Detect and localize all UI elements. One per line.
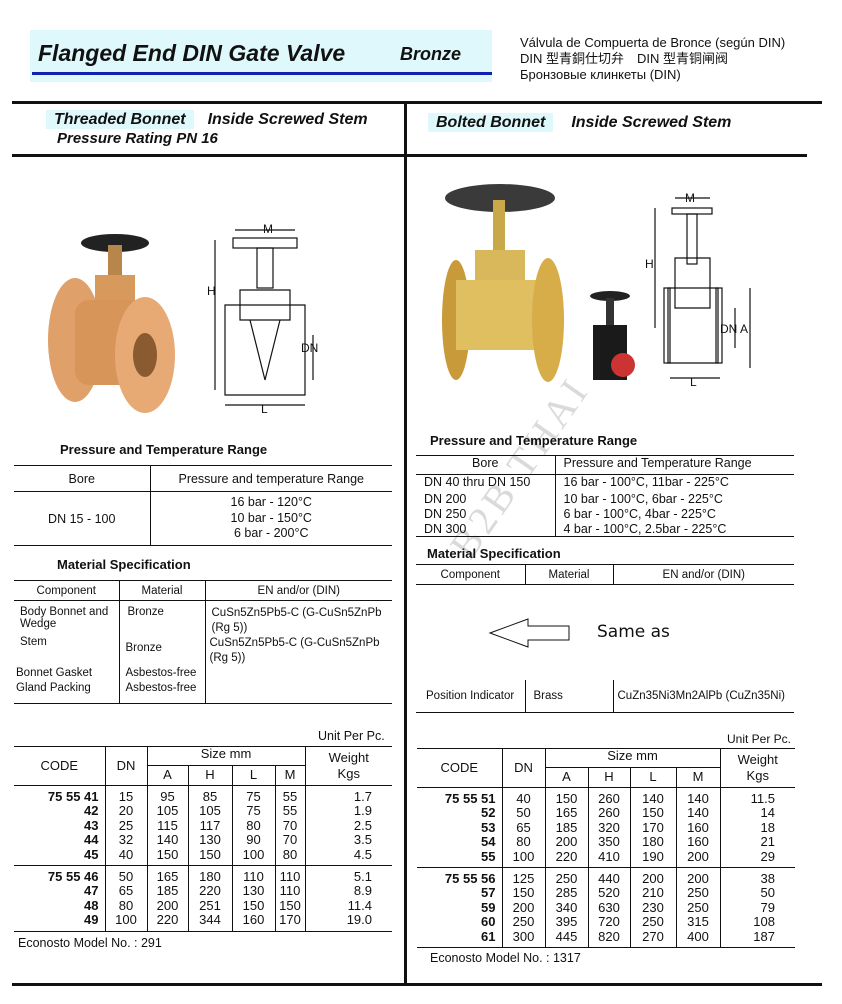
table-row: 44 32 140 130 90 70 3.5 [14,832,392,848]
divider-top [12,101,822,104]
table-row: 75 55 56 125 250 440 200 200 38 [417,867,795,886]
dim-h: H [207,284,216,298]
header-a: A [545,767,589,788]
bonnet-type: Threaded Bonnet [46,110,194,129]
divider-bottom [12,983,822,986]
dim-dn: DN [720,322,737,336]
pressure-row: DN 250 6 bar - 100°C, 4bar - 225°C [416,506,794,522]
title-chinese: DIN 型青銅仕切弁 DIN 型青铜闸阀 [520,51,729,66]
header-a: A [147,765,189,786]
material-label: Bronze [400,44,462,64]
right-mat-title: Material Specification [427,546,561,561]
header-m: M [275,765,306,786]
dim-m: M [685,191,695,205]
right-size-table: CODE DN Size mm Weight Kgs A H L M 75 55 51 40… [417,748,795,948]
divider-vertical [404,101,407,985]
dim-dn: DN [301,341,318,355]
header-code: CODE [14,746,106,786]
table-row: 55 100 220 410 190 200 29 [417,849,795,868]
header-l: L [630,767,677,788]
title-underline [32,72,492,75]
left-material-table: Component Material EN and/or (DIN) Body Bo… [14,580,392,704]
left-model: Econosto Model No. : 291 [18,936,162,950]
right-model: Econosto Model No. : 1317 [430,951,581,965]
bonnet-type: Bolted Bonnet [428,113,554,132]
header-m: M [676,767,721,788]
table-row: 47 65 185 220 130 110 8.9 [14,883,392,899]
table-row: 75 55 51 40 150 260 140 140 11.5 [417,787,795,806]
table-row: 49 100 220 344 160 170 19.0 [14,912,392,931]
small-valve-photo [590,291,635,380]
bolted-bonnet-dimension-drawing: M H DN A L [645,191,751,388]
header-dn: DN [105,746,148,786]
table-row: 45 40 150 150 100 80 4.5 [14,847,392,866]
right-pressure-table: Bore Pressure and Temperature Range DN 40… [416,455,794,537]
header-code: CODE [417,748,503,788]
right-type: Bolted Bonnet Inside Screwed Stem [428,113,732,132]
title-spanish: Válvula de Compuerta de Bronce (según DI… [520,35,786,50]
title-russian: Бронзовые клинкеты (DIN) [520,67,681,82]
table-row: 43 25 115 117 80 70 2.5 [14,818,392,833]
header-size: Size mm [147,746,306,766]
left-size-table: CODE DN Size mm Weight Kgs A H L M 75 55 41 15… [14,746,392,932]
left-pressure-table: Bore Pressure and temperature Range DN 15… [14,465,392,546]
left-mat-title: Material Specification [57,557,191,572]
table-row: 61 300 445 820 270 400 187 [417,929,795,948]
page-title: Flanged End DIN Gate Valve [38,40,346,66]
table-row: 75 55 41 15 95 85 75 55 1.7 [14,785,392,804]
table-row: 59 200 340 630 230 250 79 [417,900,795,915]
pressure-row: DN 200 10 bar - 100°C, 6bar - 225°C [416,491,794,507]
header-dn: DN [502,748,546,788]
dim-a: A [740,322,748,336]
table-row: 53 65 185 320 170 160 18 [417,820,795,835]
bolted-bonnet-valve-photo [442,184,564,382]
table-row: 54 80 200 350 180 160 21 [417,834,795,850]
position-indicator-table: Position Indicator Brass CuZn35Ni3Mn2AlPb … [416,680,794,713]
header-size: Size mm [545,748,721,768]
bore: DN 15 - 100 [14,491,151,546]
left-pt-title: Pressure and Temperature Range [60,442,268,457]
left-unit: Unit Per Pc. [318,729,385,743]
left-type: Threaded Bonnet Inside Screwed Stem [46,110,368,129]
header-l: L [232,765,276,786]
header-weight: Weight Kgs [720,748,795,788]
table-row: 57 150 285 520 210 250 50 [417,885,795,901]
dim-l: L [690,375,697,388]
table-row: 60 250 395 720 250 315 108 [417,914,795,930]
table-row: 75 55 46 50 165 180 110 110 5.1 [14,865,392,884]
pressure-rating: Pressure Rating PN 16 [57,130,218,147]
arrow-left-icon [488,618,570,648]
table-row: 42 20 105 105 75 55 1.9 [14,803,392,819]
divider-sub [12,154,807,157]
pressure-row: DN 40 thru DN 150 16 bar - 100°C, 11bar -… [416,474,794,492]
dim-l: L [261,402,268,415]
header-h: H [188,765,233,786]
pressure-row: DN 300 4 bar - 100°C, 2.5bar - 225°C [416,521,794,537]
threaded-bonnet-dimension-drawing: M H DN L [207,222,318,415]
same-as-note: Same as [597,622,670,642]
stem-type: Inside Screwed Stem [571,114,732,131]
dim-h: H [645,257,654,271]
threaded-bonnet-valve-photo [48,234,175,413]
right-pt-title: Pressure and Temperature Range [430,433,638,448]
table-row: 48 80 200 251 150 150 11.4 [14,898,392,913]
stem-type: Inside Screwed Stem [207,111,368,128]
right-material-table: Component Material EN and/or (DIN) [416,564,794,585]
dim-m: M [263,222,273,236]
table-row: 52 50 165 260 150 140 14 [417,805,795,821]
header-weight: Weight Kgs [305,746,392,786]
right-unit: Unit Per Pc. [727,732,792,746]
header-h: H [588,767,631,788]
